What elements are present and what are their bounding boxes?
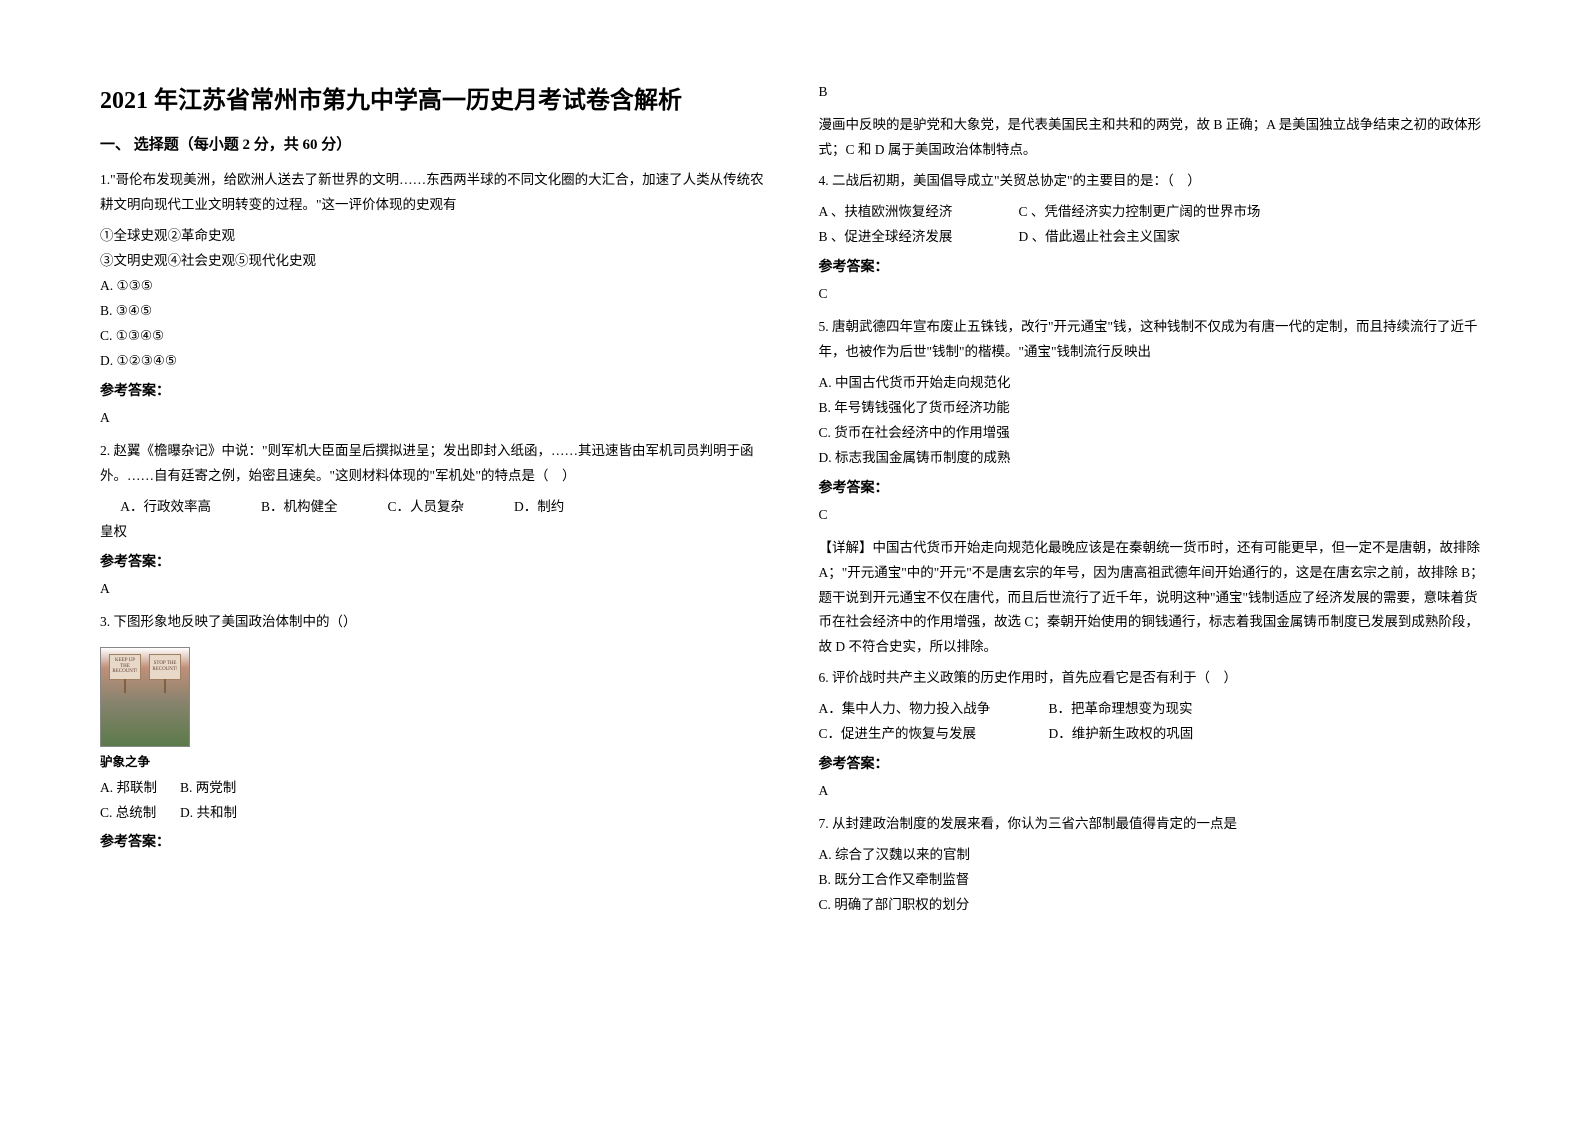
q3-options-row1: A. 邦联制 B. 两党制 bbox=[100, 776, 769, 801]
q4-answer-label: 参考答案： bbox=[819, 256, 1488, 276]
cartoon-caption: 驴象之争 bbox=[100, 751, 769, 770]
q4-optD: D 、借此遏止社会主义国家 bbox=[1019, 225, 1488, 250]
cartoon-image: KEEP UP THE RECOUNT! STOP THE RECOUNT! bbox=[100, 647, 190, 747]
q6-optC: C．促进生产的恢复与发展 bbox=[819, 722, 1049, 747]
right-column: B 漫画中反映的是驴党和大象党，是代表美国民主和共和的两党，故 B 正确；A 是… bbox=[819, 80, 1488, 1082]
q3-answer: B bbox=[819, 80, 1488, 105]
q4-optB: B 、促进全球经济发展 bbox=[819, 225, 1019, 250]
q5-optA: A. 中国古代货币开始走向规范化 bbox=[819, 371, 1488, 396]
q4-options-row2: B 、促进全球经济发展 D 、借此遏止社会主义国家 bbox=[819, 225, 1488, 250]
section-header: 一、 选择题（每小题 2 分，共 60 分） bbox=[100, 133, 769, 154]
left-column: 2021 年江苏省常州市第九中学高一历史月考试卷含解析 一、 选择题（每小题 2… bbox=[100, 80, 769, 1082]
q2-text: 2. 赵翼《檐曝杂记》中说："则军机大臣面呈后撰拟进呈；发出即封入纸函，……其迅… bbox=[100, 439, 769, 489]
q6-text: 6. 评价战时共产主义政策的历史作用时，首先应看它是否有利于（ ） bbox=[819, 666, 1488, 691]
q6-optB: B．把革命理想变为现实 bbox=[1049, 701, 1193, 716]
q4-optA: A 、扶植欧洲恢复经济 bbox=[819, 200, 1019, 225]
q4-answer: C bbox=[819, 282, 1488, 307]
q5-answer: C bbox=[819, 503, 1488, 528]
q4-optC: C 、凭借经济实力控制更广阔的世界市场 bbox=[1019, 200, 1488, 225]
q6-optD: D．维护新生政权的巩固 bbox=[1049, 726, 1194, 741]
q3-optD: D. 共和制 bbox=[180, 801, 260, 826]
q3-text: 3. 下图形象地反映了美国政治体制中的（） bbox=[100, 610, 769, 635]
q6-optA: A．集中人力、物力投入战争 bbox=[819, 697, 1049, 722]
q2-optC: C．人员复杂 bbox=[388, 495, 465, 520]
q1-text: 1."哥伦布发现美洲，给欧洲人送去了新世界的文明……东西两半球的不同文化圈的大汇… bbox=[100, 168, 769, 218]
q2-answer: A bbox=[100, 577, 769, 602]
q2-optA: A．行政效率高 bbox=[120, 495, 211, 520]
q2-optD-part1: D．制约 bbox=[514, 495, 564, 520]
q1-answer-label: 参考答案： bbox=[100, 380, 769, 400]
q3-answer-label: 参考答案： bbox=[100, 831, 769, 851]
q5-answer-label: 参考答案： bbox=[819, 477, 1488, 497]
q6-options-row2: C．促进生产的恢复与发展D．维护新生政权的巩固 bbox=[819, 722, 1488, 747]
q2-optD-part2: 皇权 bbox=[100, 520, 769, 545]
cartoon-sign-right: STOP THE RECOUNT! bbox=[149, 654, 181, 680]
q1-optB: B. ③④⑤ bbox=[100, 299, 769, 324]
q2-optB: B．机构健全 bbox=[261, 495, 338, 520]
q3-optA: A. 邦联制 bbox=[100, 776, 180, 801]
q7-optB: B. 既分工合作又牵制监督 bbox=[819, 868, 1488, 893]
q4-options-row1: A 、扶植欧洲恢复经济 C 、凭借经济实力控制更广阔的世界市场 bbox=[819, 200, 1488, 225]
exam-title: 2021 年江苏省常州市第九中学高一历史月考试卷含解析 bbox=[100, 80, 769, 115]
q1-sub1: ①全球史观②革命史观 bbox=[100, 224, 769, 249]
q5-optC: C. 货币在社会经济中的作用增强 bbox=[819, 421, 1488, 446]
q1-optD: D. ①②③④⑤ bbox=[100, 349, 769, 374]
q7-optA: A. 综合了汉魏以来的官制 bbox=[819, 843, 1488, 868]
q5-text: 5. 唐朝武德四年宣布废止五铢钱，改行"开元通宝"钱，这种钱制不仅成为有唐一代的… bbox=[819, 315, 1488, 365]
q1-optC: C. ①③④⑤ bbox=[100, 324, 769, 349]
q1-answer: A bbox=[100, 406, 769, 431]
q7-optC: C. 明确了部门职权的划分 bbox=[819, 893, 1488, 918]
q3-optC: C. 总统制 bbox=[100, 801, 180, 826]
q5-optB: B. 年号铸钱强化了货币经济功能 bbox=[819, 396, 1488, 421]
q7-text: 7. 从封建政治制度的发展来看，你认为三省六部制最值得肯定的一点是 bbox=[819, 812, 1488, 837]
q6-answer-label: 参考答案： bbox=[819, 753, 1488, 773]
cartoon-sign-left: KEEP UP THE RECOUNT! bbox=[109, 654, 141, 680]
q3-explain: 漫画中反映的是驴党和大象党，是代表美国民主和共和的两党，故 B 正确；A 是美国… bbox=[819, 113, 1488, 163]
q2-options: A．行政效率高 B．机构健全 C．人员复杂 D．制约 bbox=[100, 495, 769, 520]
q1-sub2: ③文明史观④社会史观⑤现代化史观 bbox=[100, 249, 769, 274]
q1-optA: A. ①③⑤ bbox=[100, 274, 769, 299]
q2-answer-label: 参考答案： bbox=[100, 551, 769, 571]
q3-optB: B. 两党制 bbox=[180, 776, 260, 801]
q6-options-row1: A．集中人力、物力投入战争B．把革命理想变为现实 bbox=[819, 697, 1488, 722]
q5-optD: D. 标志我国金属铸币制度的成熟 bbox=[819, 446, 1488, 471]
page-columns: 2021 年江苏省常州市第九中学高一历史月考试卷含解析 一、 选择题（每小题 2… bbox=[100, 80, 1487, 1082]
q5-explain: 【详解】中国古代货币开始走向规范化最晚应该是在秦朝统一货币时，还有可能更早，但一… bbox=[819, 536, 1488, 661]
q6-answer: A bbox=[819, 779, 1488, 804]
q4-text: 4. 二战后初期，美国倡导成立"关贸总协定"的主要目的是：（ ） bbox=[819, 169, 1488, 194]
q3-options-row2: C. 总统制 D. 共和制 bbox=[100, 801, 769, 826]
